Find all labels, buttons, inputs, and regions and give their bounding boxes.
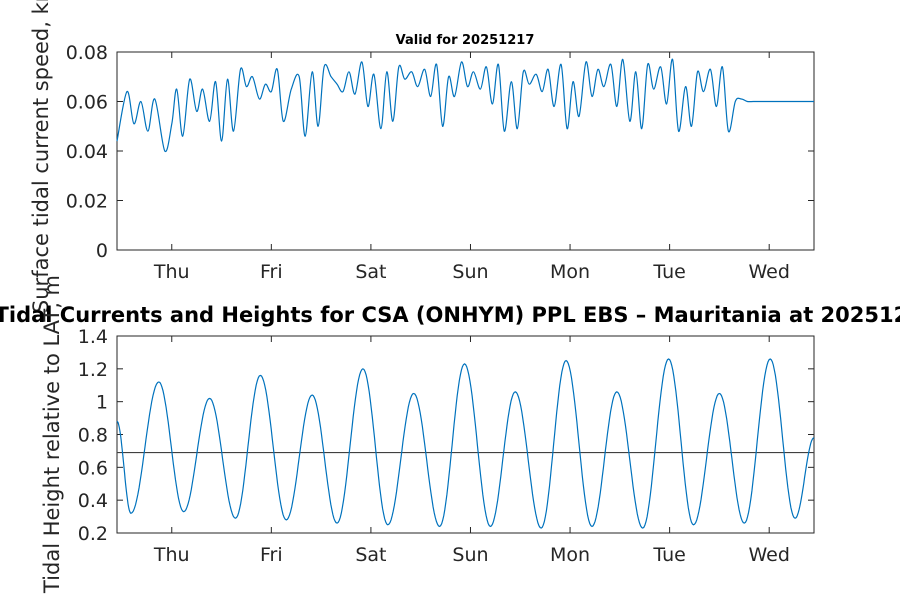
y-tick-label: 0.04 — [66, 141, 108, 163]
y-tick-label: 1 — [96, 392, 108, 414]
current-speed-axes — [116, 51, 815, 251]
y-tick-label: 1.2 — [78, 359, 108, 381]
y-tick-label: 1.4 — [78, 326, 108, 348]
y-tick-label: 0.4 — [78, 490, 108, 512]
current-speed-line — [116, 58, 814, 153]
x-tick-label-fri: Fri — [260, 544, 283, 566]
x-tick-label-tue: Tue — [652, 544, 685, 566]
x-tick-label-wed: Wed — [748, 261, 789, 283]
y-tick-label: 0.06 — [66, 92, 108, 114]
x-tick-label-wed: Wed — [748, 544, 789, 566]
y-tick-label: 0.08 — [66, 42, 108, 64]
current-speed-title: Valid for 20251217 — [396, 33, 535, 48]
tidal-height-line — [116, 358, 815, 529]
y-tick-label: 0.2 — [78, 523, 108, 545]
tidal-height-x-ticks: Thu Fri Sat Sun Mon Tue Wed — [153, 336, 790, 566]
tidal-height-chart: 0.2 0.4 0.6 0.8 1 1.2 1.4 Thu Fri Sat Sun Mon Tue We… — [0, 275, 900, 594]
current-speed-y-label: Surface tidal current speed, kn — [29, 0, 53, 313]
y-tick-label: 0 — [96, 240, 108, 262]
y-tick-label: 0.6 — [78, 457, 108, 479]
tidal-height-y-ticks: 0.2 0.4 0.6 0.8 1 1.2 1.4 — [78, 326, 814, 545]
x-tick-label-sat: Sat — [355, 544, 386, 566]
x-tick-label-sat: Sat — [355, 261, 386, 283]
tidal-height-title: Tidal Currents and Heights for CSA (ONHY… — [0, 303, 900, 327]
x-tick-label-thu: Thu — [153, 261, 190, 283]
y-tick-label: 0.8 — [78, 425, 108, 447]
tidal-height-y-label: Tidal Height relative to LAT, m — [40, 275, 64, 594]
current-speed-y-ticks: 0 0.02 0.04 0.06 0.08 — [66, 42, 814, 262]
tidal-height-axes — [116, 335, 815, 534]
current-speed-x-ticks: Thu Fri Sat Sun Mon Tue Wed — [153, 52, 790, 283]
x-tick-label-sun: Sun — [452, 261, 488, 283]
x-tick-label-mon: Mon — [550, 261, 590, 283]
x-tick-label-sun: Sun — [452, 544, 488, 566]
current-speed-chart: 00.020.040.060.08 Thu Fri Sat Sun Mon Tue Wed … — [29, 0, 815, 313]
x-tick-label-tue: Tue — [652, 261, 685, 283]
y-tick-label: 0.02 — [66, 191, 108, 213]
x-tick-label-fri: Fri — [260, 261, 283, 283]
x-tick-label-thu: Thu — [153, 544, 190, 566]
x-tick-label-mon: Mon — [550, 544, 590, 566]
